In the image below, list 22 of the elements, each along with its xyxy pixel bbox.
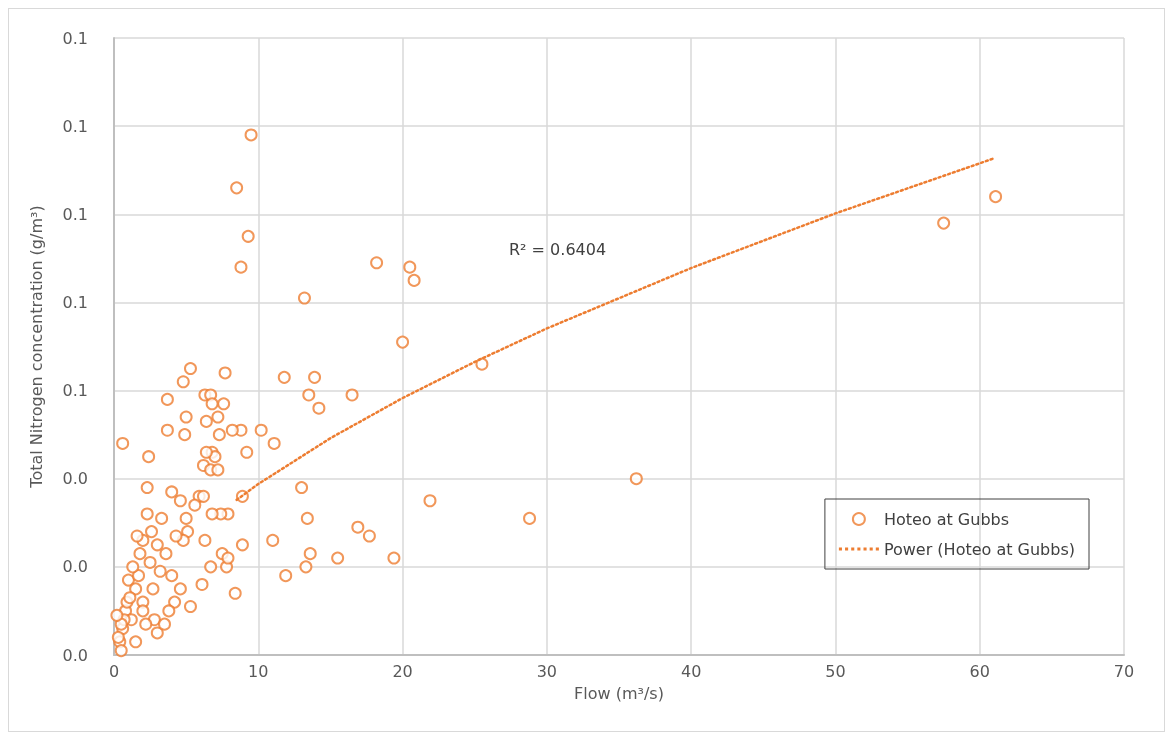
x-tick-label: 40 xyxy=(680,661,702,681)
legend-label: Power (Hoteo at Gubbs) xyxy=(883,539,1075,559)
y-tick-label: 0.1 xyxy=(62,116,88,136)
x-tick-label: 10 xyxy=(248,661,269,681)
x-tick-label: 60 xyxy=(969,661,990,681)
legend-label: Hoteo at Gubbs xyxy=(883,509,1010,529)
annotation: R² = 0.6404 xyxy=(509,239,607,259)
x-tick-label: 0 xyxy=(108,661,120,681)
y-tick-label: 0.1 xyxy=(62,204,88,224)
x-tick-label: 70 xyxy=(1113,661,1135,681)
y-tick-label: 0.1 xyxy=(62,292,88,312)
line-series xyxy=(235,157,996,502)
x-tick-label: 20 xyxy=(392,661,413,681)
y-axis-title: Total Nitrogen concentration (g/m³) xyxy=(26,205,46,489)
y-tick-label: 0.0 xyxy=(62,469,88,489)
y-tick-label: 0.0 xyxy=(62,557,88,577)
x-tick-label: 30 xyxy=(536,661,558,681)
y-tick-label: 0.1 xyxy=(62,381,88,401)
x-tick-label: 50 xyxy=(825,661,846,681)
y-tick-label: 0.1 xyxy=(62,28,88,48)
y-tick-label: 0.0 xyxy=(62,645,88,665)
x-axis-title: Flow (m³/s) xyxy=(574,683,664,703)
